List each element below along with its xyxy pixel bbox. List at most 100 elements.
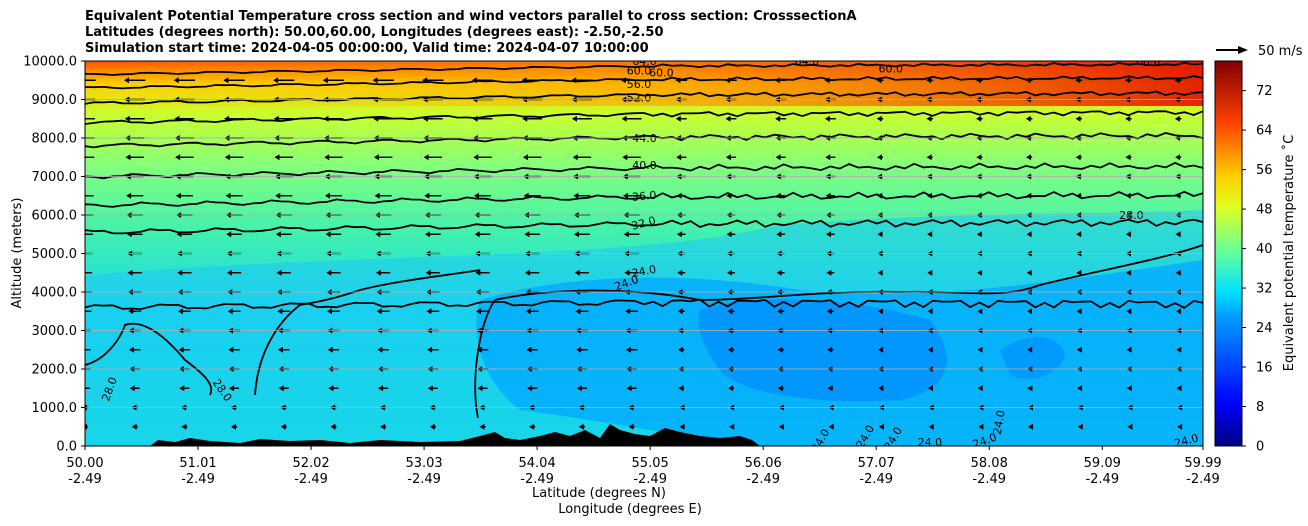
wind-arrow-head bbox=[275, 192, 281, 199]
y-tick-label: 4000.0 bbox=[32, 286, 78, 301]
colorbar-tick-label: 72 bbox=[1256, 84, 1273, 99]
wind-arrow-head bbox=[277, 308, 283, 315]
wind-arrow-head bbox=[777, 385, 783, 392]
chart-title-line-3: Simulation start time: 2024-04-05 00:00:… bbox=[85, 41, 649, 56]
wind-arrow-head bbox=[374, 192, 380, 199]
wind-arrow-head bbox=[725, 115, 731, 122]
x-tick-label-lon: -2.49 bbox=[1186, 472, 1220, 487]
wind-arrow-head bbox=[85, 423, 87, 430]
wind-arrow-head bbox=[74, 77, 79, 83]
wind-arrow-head bbox=[322, 77, 328, 84]
wind-arrow-head bbox=[1076, 308, 1082, 315]
wind-arrow-head bbox=[1124, 77, 1130, 84]
wind-arrow-head bbox=[976, 115, 982, 122]
y-axis: 0.0 1000.0 2000.0 3000.0 4000.0 5000.0 6000.0 7… bbox=[23, 55, 85, 455]
wind-arrow-head bbox=[678, 346, 684, 353]
wind-arrow-head bbox=[1026, 192, 1032, 199]
colorbar-ticks: 0 8 16 24 32 40 48 56 64 72 bbox=[1242, 84, 1273, 455]
x-tick-label-lat: 51.01 bbox=[179, 456, 216, 471]
y-tick-label: 10000.0 bbox=[23, 55, 77, 70]
wind-arrow-head bbox=[273, 115, 279, 122]
wind-arrow-head bbox=[1026, 308, 1032, 315]
colorbar-tick-label: 0 bbox=[1256, 440, 1264, 455]
wind-arrow-head bbox=[774, 77, 780, 84]
wind-arrow-head bbox=[524, 231, 530, 238]
wind-arrow-head bbox=[422, 77, 428, 84]
wind-arrow-head bbox=[128, 308, 134, 315]
wind-arrow-head bbox=[977, 385, 983, 392]
wind-arrow-head bbox=[173, 77, 179, 84]
contour-28-coast bbox=[85, 322, 213, 396]
wind-arrow-head bbox=[330, 423, 336, 430]
wind-arrow-head bbox=[877, 192, 883, 199]
quiver-key-head bbox=[1238, 46, 1248, 54]
wind-arrow-head bbox=[1076, 269, 1082, 276]
wind-arrow-head bbox=[825, 192, 831, 199]
wind-arrow-head bbox=[725, 154, 731, 161]
wind-arrow-head bbox=[825, 154, 831, 161]
x-tick-label-lat: 53.03 bbox=[405, 456, 442, 471]
contour-32 bbox=[85, 218, 1203, 235]
wind-arrow-head bbox=[224, 154, 230, 161]
wind-arrow-head bbox=[422, 115, 428, 122]
wind-arrow-head bbox=[1026, 269, 1032, 276]
wind-arrow-head bbox=[877, 231, 883, 238]
wind-arrow-head bbox=[229, 385, 235, 392]
wind-arrow-head bbox=[324, 154, 330, 161]
contour-label: 64.0 bbox=[795, 55, 820, 68]
contour-label: 24.0 bbox=[991, 409, 1008, 435]
x-tick-label-lon: -2.49 bbox=[746, 472, 780, 487]
contour-label: 36.0 bbox=[631, 189, 657, 204]
wind-arrow-head bbox=[675, 115, 681, 122]
wind-arrow-head bbox=[575, 308, 581, 315]
contour-24-boundary bbox=[474, 244, 1203, 419]
wind-arrow-head bbox=[926, 77, 932, 84]
wind-arrow-head bbox=[76, 154, 81, 160]
wind-arrow-head bbox=[1176, 385, 1182, 392]
wind-arrow-head bbox=[1028, 423, 1034, 430]
wind-arrow-head bbox=[127, 269, 133, 276]
y-tick-label: 7000.0 bbox=[32, 170, 78, 185]
contour-label: 40.0 bbox=[632, 159, 657, 172]
wind-arrow-head bbox=[129, 385, 135, 392]
wind-arrow-head bbox=[626, 385, 632, 392]
wind-arrow-head bbox=[625, 346, 631, 353]
wind-arrow-head bbox=[1176, 346, 1182, 353]
wind-arrow-head bbox=[727, 269, 733, 276]
x-tick-label-lon: -2.49 bbox=[68, 472, 102, 487]
terrain-silhouette bbox=[85, 424, 760, 446]
wind-arrow-head bbox=[1175, 269, 1181, 276]
wind-arrow-head bbox=[927, 308, 933, 315]
y-tick-label: 8000.0 bbox=[32, 132, 78, 147]
colorbar-tick-label: 56 bbox=[1256, 163, 1273, 178]
wind-arrow-head bbox=[677, 269, 683, 276]
wind-arrow-head bbox=[424, 231, 430, 238]
wind-arrow-head bbox=[476, 346, 482, 353]
y-tick-label: 1000.0 bbox=[32, 401, 78, 416]
contour-48 bbox=[85, 110, 1203, 125]
wind-arrow-head bbox=[777, 308, 783, 315]
wind-arrow-head bbox=[1075, 115, 1081, 122]
wind-arrow-head bbox=[373, 154, 379, 161]
wind-arrow-head bbox=[976, 231, 982, 238]
wind-arrow-head bbox=[77, 231, 82, 237]
wind-arrow-head bbox=[78, 270, 83, 276]
wind-arrow-head bbox=[274, 154, 280, 161]
wind-arrow-head bbox=[1125, 192, 1131, 199]
wind-arrow-head bbox=[1126, 308, 1132, 315]
wind-arrow-head bbox=[529, 423, 535, 430]
wind-arrow-head bbox=[476, 308, 482, 315]
colorbar-tick-label: 40 bbox=[1256, 242, 1273, 257]
wind-arrow-head bbox=[975, 77, 981, 84]
wind-arrow-head bbox=[224, 115, 230, 122]
wind-arrow-head bbox=[525, 308, 531, 315]
contour-label: 60.0 bbox=[879, 63, 904, 76]
gridlines bbox=[85, 99, 1203, 408]
wind-arrow-head bbox=[676, 154, 682, 161]
wind-arrow-head bbox=[377, 346, 383, 353]
wind-arrow-head bbox=[827, 385, 833, 392]
wind-arrow-head bbox=[1075, 77, 1081, 84]
wind-arrow-head bbox=[475, 269, 481, 276]
wind-arrow-head bbox=[179, 385, 185, 392]
